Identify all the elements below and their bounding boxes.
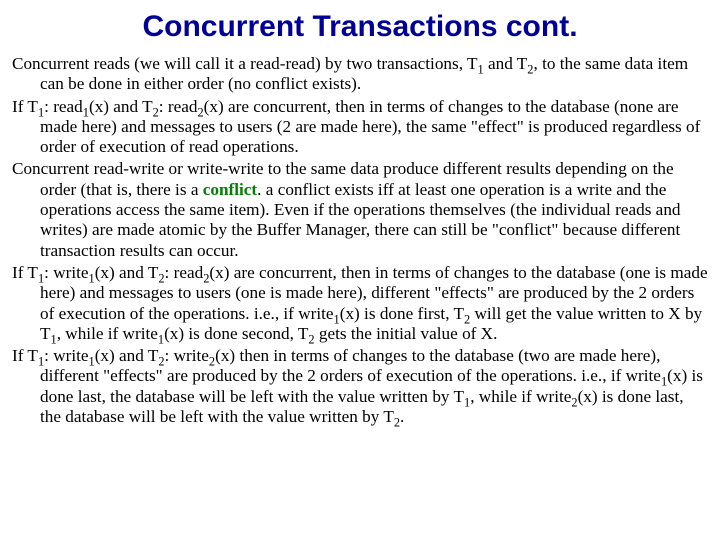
text: (x) and T [95,346,159,365]
text: , while if write [57,324,158,343]
text: and T [484,54,528,73]
text: (x) and T [95,263,159,282]
text: : read [159,97,198,116]
text: (x) and T [89,97,153,116]
paragraph-write-read: If T1: write1(x) and T2: read2(x) are co… [12,263,708,344]
text: : read [44,97,83,116]
text: : write [44,263,88,282]
text: (x) is done second, T [164,324,308,343]
text: If T [12,97,38,116]
paragraph-read-read: Concurrent reads (we will call it a read… [12,54,708,95]
text: Concurrent reads (we will call it a read… [12,54,477,73]
slide: Concurrent Transactions cont. Concurrent… [0,0,720,540]
text: . [400,407,404,426]
text: (x) is done first, T [340,304,464,323]
text: : write [165,346,209,365]
text: : read [165,263,204,282]
conflict-keyword: conflict [203,180,257,199]
text: If T [12,346,38,365]
paragraph-write-write: If T1: write1(x) and T2: write2(x) then … [12,346,708,427]
paragraph-conflict-def: Concurrent read-write or write-write to … [12,159,708,260]
paragraph-read-concurrent: If T1: read1(x) and T2: read2(x) are con… [12,97,708,158]
text: If T [12,263,38,282]
slide-title: Concurrent Transactions cont. [12,10,708,44]
text: gets the initial value of X. [315,324,498,343]
text: : write [44,346,88,365]
text: , while if write [470,387,571,406]
